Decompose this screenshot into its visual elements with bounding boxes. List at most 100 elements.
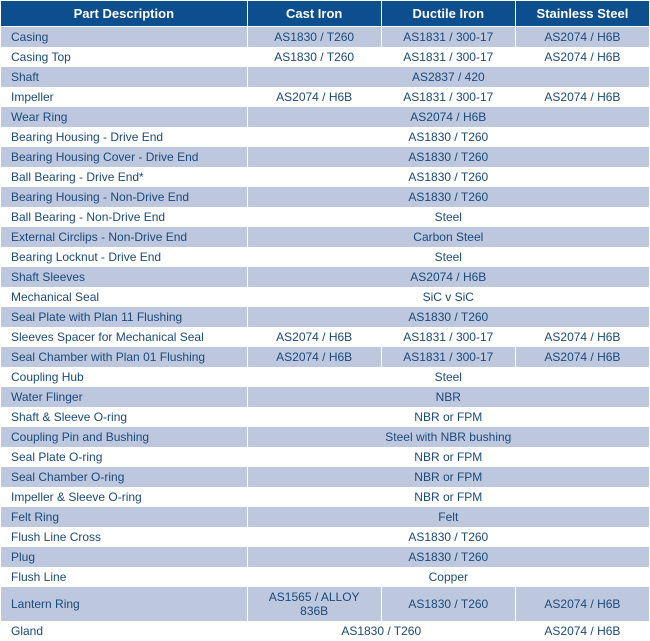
cell-value: AS2074 / H6B <box>247 87 381 107</box>
cell-value: AS2074 / H6B <box>247 327 381 347</box>
cell-value: AS2074 / H6B <box>515 347 649 367</box>
table-row: Coupling HubSteel <box>1 367 650 387</box>
cell-part-description: Felt Ring <box>1 507 248 527</box>
cell-merged-value: Steel <box>247 207 649 227</box>
cell-part-description: Plug <box>1 547 248 567</box>
cell-part-description: Wear Ring <box>1 107 248 127</box>
cell-value: AS1830 / T260 <box>381 587 515 621</box>
cell-merged-value: AS2074 / H6B <box>247 107 649 127</box>
cell-value: AS1565 / ALLOY 836B <box>247 587 381 621</box>
materials-table: Part Description Cast Iron Ductile Iron … <box>0 0 650 641</box>
table-row: Seal Chamber O-ringNBR or FPM <box>1 467 650 487</box>
cell-part-description: Coupling Hub <box>1 367 248 387</box>
cell-part-description: External Circlips - Non-Drive End <box>1 227 248 247</box>
cell-merged-value: Copper <box>247 567 649 587</box>
cell-part-description: Casing Top <box>1 47 248 67</box>
table-row: Seal Plate with Plan 11 FlushingAS1830 /… <box>1 307 650 327</box>
cell-merged-value: Steel <box>247 367 649 387</box>
cell-value: AS1830 / T260 <box>247 47 381 67</box>
table-row: Bearing Housing - Non-Drive EndAS1830 / … <box>1 187 650 207</box>
cell-value: AS1831 / 300-17 <box>381 27 515 48</box>
cell-value: AS1831 / 300-17 <box>381 47 515 67</box>
cell-merged-value: AS1830 / T260 <box>247 187 649 207</box>
table-row: Seal Plate O-ringNBR or FPM <box>1 447 650 467</box>
table-row: Wear RingAS2074 / H6B <box>1 107 650 127</box>
cell-part-description: Shaft & Sleeve O-ring <box>1 407 248 427</box>
table-row: Sleeves Spacer for Mechanical SealAS2074… <box>1 327 650 347</box>
cell-part-description: Bearing Housing - Non-Drive End <box>1 187 248 207</box>
cell-merged-value: Felt <box>247 507 649 527</box>
table-row: Impeller & Sleeve O-ringNBR or FPM <box>1 487 650 507</box>
cell-part-description: Gland <box>1 621 248 641</box>
cell-value: AS2074 / H6B <box>515 87 649 107</box>
cell-merged-value: Steel <box>247 247 649 267</box>
table-row: Ball Bearing - Drive End*AS1830 / T260 <box>1 167 650 187</box>
cell-part-description: Seal Plate with Plan 11 Flushing <box>1 307 248 327</box>
table-header-row: Part Description Cast Iron Ductile Iron … <box>1 1 650 27</box>
cell-part-description: Seal Chamber O-ring <box>1 467 248 487</box>
cell-merged-value: AS1830 / T260 <box>247 527 649 547</box>
cell-merged-value: NBR or FPM <box>247 487 649 507</box>
table-row: GlandAS1830 / T260AS2074 / H6B <box>1 621 650 641</box>
table-row: Shaft SleevesAS2074 / H6B <box>1 267 650 287</box>
table-row: Flush LineCopper <box>1 567 650 587</box>
table-row: Bearing Housing - Drive EndAS1830 / T260 <box>1 127 650 147</box>
cell-merged-value: AS1830 / T260 <box>247 127 649 147</box>
cell-merged-value: NBR or FPM <box>247 447 649 467</box>
cell-part-description: Seal Plate O-ring <box>1 447 248 467</box>
cell-part-description: Flush Line Cross <box>1 527 248 547</box>
cell-value: AS1831 / 300-17 <box>381 347 515 367</box>
col-ductile-iron: Ductile Iron <box>381 1 515 27</box>
table-row: Ball Bearing - Non-Drive EndSteel <box>1 207 650 227</box>
cell-merged-value: AS1830 / T260 <box>247 167 649 187</box>
cell-value: AS2074 / H6B <box>247 347 381 367</box>
cell-part-description: Casing <box>1 27 248 48</box>
table-row: Coupling Pin and BushingSteel with NBR b… <box>1 427 650 447</box>
table-body: CasingAS1830 / T260AS1831 / 300-17AS2074… <box>1 27 650 641</box>
cell-value: AS1831 / 300-17 <box>381 87 515 107</box>
cell-part-description: Shaft <box>1 67 248 87</box>
table-row: Bearing Housing Cover - Drive EndAS1830 … <box>1 147 650 167</box>
cell-merged-value: AS1830 / T260 <box>247 621 515 641</box>
table-row: Mechanical SealSiC v SiC <box>1 287 650 307</box>
cell-merged-value: AS2837 / 420 <box>247 67 649 87</box>
table-row: Flush Line CrossAS1830 / T260 <box>1 527 650 547</box>
cell-part-description: Lantern Ring <box>1 587 248 621</box>
cell-part-description: Mechanical Seal <box>1 287 248 307</box>
cell-part-description: Shaft Sleeves <box>1 267 248 287</box>
col-part-description: Part Description <box>1 1 248 27</box>
cell-value: AS1830 / T260 <box>247 27 381 48</box>
table-row: External Circlips - Non-Drive EndCarbon … <box>1 227 650 247</box>
table-row: Felt RingFelt <box>1 507 650 527</box>
cell-value: AS2074 / H6B <box>515 587 649 621</box>
table-row: Seal Chamber with Plan 01 FlushingAS2074… <box>1 347 650 367</box>
cell-merged-value: NBR or FPM <box>247 467 649 487</box>
col-cast-iron: Cast Iron <box>247 1 381 27</box>
table-row: Shaft & Sleeve O-ringNBR or FPM <box>1 407 650 427</box>
cell-part-description: Bearing Housing Cover - Drive End <box>1 147 248 167</box>
cell-merged-value: SiC v SiC <box>247 287 649 307</box>
table-row: Water FlingerNBR <box>1 387 650 407</box>
cell-merged-value: AS1830 / T260 <box>247 147 649 167</box>
table-row: Bearing Locknut - Drive EndSteel <box>1 247 650 267</box>
cell-part-description: Ball Bearing - Non-Drive End <box>1 207 248 227</box>
cell-merged-value: NBR or FPM <box>247 407 649 427</box>
col-stainless-steel: Stainless Steel <box>515 1 649 27</box>
table-row: CasingAS1830 / T260AS1831 / 300-17AS2074… <box>1 27 650 48</box>
cell-part-description: Sleeves Spacer for Mechanical Seal <box>1 327 248 347</box>
cell-merged-value: AS2074 / H6B <box>247 267 649 287</box>
cell-part-description: Ball Bearing - Drive End* <box>1 167 248 187</box>
table-row: ShaftAS2837 / 420 <box>1 67 650 87</box>
cell-part-description: Water Flinger <box>1 387 248 407</box>
cell-merged-value: Steel with NBR bushing <box>247 427 649 447</box>
cell-part-description: Bearing Locknut - Drive End <box>1 247 248 267</box>
table-row: PlugAS1830 / T260 <box>1 547 650 567</box>
cell-value: AS1831 / 300-17 <box>381 327 515 347</box>
cell-part-description: Flush Line <box>1 567 248 587</box>
cell-part-description: Seal Chamber with Plan 01 Flushing <box>1 347 248 367</box>
cell-merged-value: Carbon Steel <box>247 227 649 247</box>
cell-part-description: Impeller <box>1 87 248 107</box>
table-row: Casing TopAS1830 / T260AS1831 / 300-17AS… <box>1 47 650 67</box>
table-row: Lantern RingAS1565 / ALLOY 836BAS1830 / … <box>1 587 650 621</box>
table-row: ImpellerAS2074 / H6BAS1831 / 300-17AS207… <box>1 87 650 107</box>
